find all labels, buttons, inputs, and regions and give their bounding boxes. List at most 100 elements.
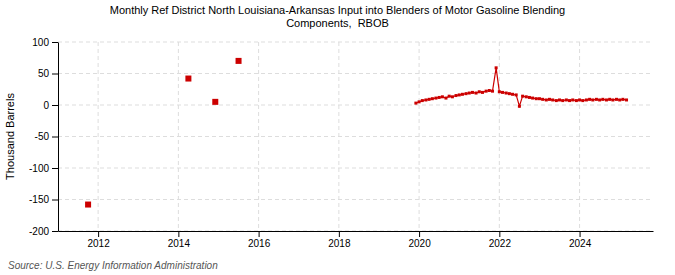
x-tick: 2016: [248, 231, 271, 249]
data-point: [428, 98, 431, 101]
title: Monthly Ref District North Louisiana-Ark…: [110, 4, 566, 29]
data-point: [535, 97, 538, 100]
y-tick-label: 0: [43, 100, 49, 111]
data-point: [455, 94, 458, 97]
data-point: [618, 98, 621, 101]
data-point: [571, 98, 574, 101]
data-point: [481, 91, 484, 94]
x-tick: 2022: [489, 231, 512, 249]
x-grid-line: [98, 42, 99, 231]
y-grid-line: [58, 168, 653, 169]
y-tick-mark: [52, 231, 58, 232]
data-point: [588, 98, 591, 101]
data-point: [625, 98, 628, 101]
data-point: [441, 95, 444, 98]
x-tick-label: 2022: [489, 238, 512, 249]
x-tick-label: 2020: [408, 238, 431, 249]
y-grid-line: [58, 73, 653, 74]
data-point: [548, 98, 551, 101]
x-tick: 2014: [168, 231, 191, 249]
data-point: [585, 98, 588, 101]
data-point: [608, 98, 611, 101]
x-grid-line: [178, 42, 179, 231]
data-point: [568, 99, 571, 102]
data-point: [605, 98, 608, 101]
y-tick-label: 100: [32, 37, 49, 48]
y-axis-line: [58, 43, 59, 232]
data-point: [465, 92, 468, 95]
y-grid-line: [58, 42, 653, 43]
y-tick: 50: [38, 68, 58, 79]
x-tick: 2024: [569, 231, 592, 249]
data-point: [615, 98, 618, 101]
y-tick-label: -150: [29, 194, 49, 205]
data-point: [468, 92, 471, 95]
annotation: Source: U.S. Energy Information Administ…: [8, 260, 218, 271]
y-tick: -50: [35, 131, 58, 142]
data-point: [431, 97, 434, 100]
data-point: [515, 93, 518, 96]
x-tick-label: 2014: [168, 238, 191, 249]
x-axis-line: [59, 231, 654, 232]
title-line: Monthly Ref District North Louisiana-Ark…: [110, 4, 566, 16]
data-point: [528, 96, 531, 99]
x-tick-mark: [339, 231, 340, 237]
data-point: [575, 99, 578, 102]
y-tick-mark: [52, 42, 58, 43]
data-point: [448, 95, 451, 98]
x-tick-label: 2024: [569, 238, 592, 249]
data-point: [578, 98, 581, 101]
data-point: [598, 98, 601, 101]
data-point: [185, 76, 191, 82]
data-point: [595, 98, 598, 101]
y-tick-mark: [52, 168, 58, 169]
plot-area: 2012 2014 2016 2018 2020 2022 2024 100 50 0 -50 -10…: [29, 37, 654, 249]
y-tick-mark: [52, 200, 58, 201]
data-point: [461, 93, 464, 96]
data-point: [498, 90, 501, 93]
data-point: [475, 92, 478, 95]
x-tick-mark: [178, 231, 179, 237]
data-point: [488, 89, 491, 92]
y-tick: -200: [29, 226, 58, 237]
y-tick-label: -100: [29, 163, 49, 174]
title-line: Components, RBOB: [286, 17, 389, 29]
data-point: [212, 99, 218, 105]
data-point: [438, 96, 441, 99]
data-point: [545, 98, 548, 101]
data-point: [478, 90, 481, 93]
data-point: [505, 92, 508, 95]
data-point: [525, 95, 528, 98]
y-grid-line: [58, 105, 653, 106]
data-point: [424, 98, 427, 101]
y-tick-mark: [52, 105, 58, 106]
x-tick: 2018: [328, 231, 351, 249]
data-point: [558, 98, 561, 101]
data-point: [621, 98, 624, 101]
series-line: [416, 68, 627, 106]
data-point: [451, 95, 454, 98]
y-tick: 100: [32, 37, 58, 48]
data-point: [495, 66, 498, 69]
data-point: [551, 98, 554, 101]
data-point: [458, 93, 461, 96]
data-point: [444, 97, 447, 100]
y-tick: -150: [29, 194, 58, 205]
data-point: [491, 90, 494, 93]
x-grid-line: [499, 42, 500, 231]
data-point: [591, 98, 594, 101]
data-point: [531, 97, 534, 100]
chart-svg: 2012 2014 2016 2018 2020 2022 2024 100 50 0 -50 -10…: [0, 0, 675, 275]
data-point: [581, 99, 584, 102]
data-point: [555, 99, 558, 102]
data-point: [611, 98, 614, 101]
data-point: [511, 93, 514, 96]
x-tick-label: 2012: [87, 238, 110, 249]
y-tick: 0: [43, 100, 58, 111]
grid: [58, 42, 653, 231]
x-tick-mark: [419, 231, 420, 237]
x-grid-line: [419, 42, 420, 231]
data-point: [471, 91, 474, 94]
x-grid-line: [338, 42, 339, 231]
data-point: [414, 102, 417, 105]
